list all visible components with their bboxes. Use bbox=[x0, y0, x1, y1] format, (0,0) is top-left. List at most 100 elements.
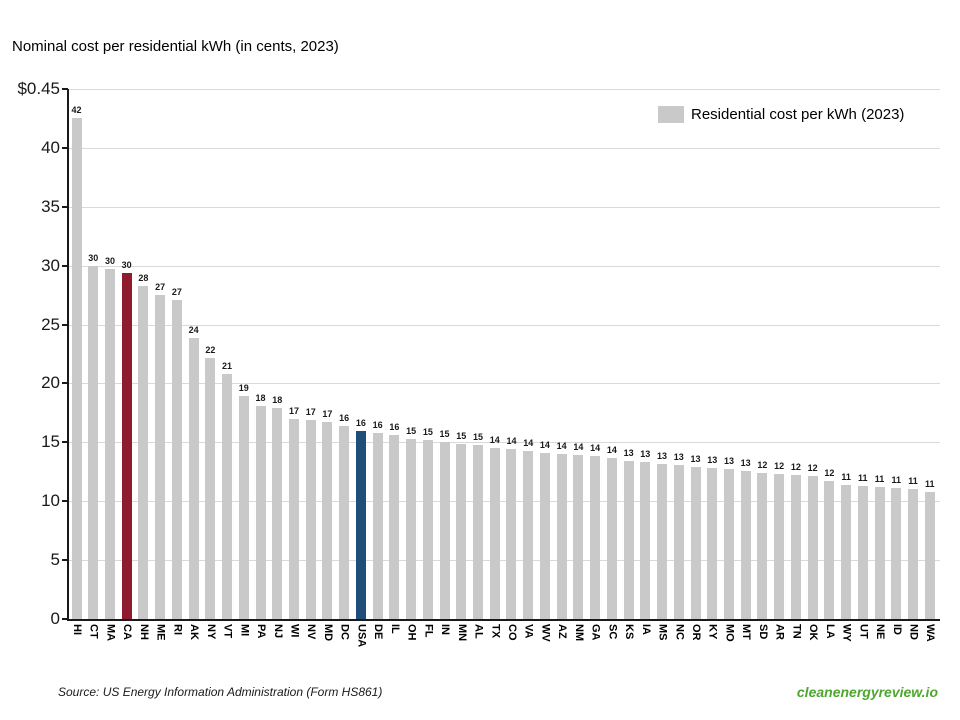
y-axis-tick-label: 15 bbox=[41, 432, 60, 452]
bar-ME bbox=[155, 295, 166, 619]
bar-value-label-RI: 27 bbox=[171, 286, 182, 297]
bar-value-label-LA: 12 bbox=[824, 468, 835, 479]
bar-DE bbox=[372, 432, 383, 619]
bar-value-label-NV: 17 bbox=[305, 406, 316, 417]
source-note: Source: US Energy Information Administra… bbox=[58, 685, 383, 699]
bar-value-label-OR: 13 bbox=[690, 454, 701, 465]
bar-RI bbox=[171, 299, 182, 619]
bar-NJ bbox=[272, 408, 283, 619]
y-axis-tick-label: 0 bbox=[50, 609, 60, 628]
y-axis-line bbox=[67, 89, 69, 619]
bar-WY bbox=[841, 484, 852, 619]
bar-value-label-MD: 17 bbox=[322, 409, 333, 420]
x-axis-label-AR: AR bbox=[773, 624, 786, 640]
bar-MD bbox=[322, 422, 333, 619]
x-axis-label-VA: VA bbox=[522, 624, 535, 639]
x-axis-label-NC: NC bbox=[673, 624, 686, 640]
x-axis-label-ID: ID bbox=[890, 624, 903, 635]
legend-label: Residential cost per kWh (2023) bbox=[691, 106, 905, 123]
bar-GA bbox=[590, 456, 601, 619]
y-axis-tick bbox=[62, 205, 68, 208]
watermark-link[interactable]: cleanenergyreview.io bbox=[796, 684, 938, 700]
bar-value-label-WI: 17 bbox=[288, 405, 299, 416]
x-axis-label-HI: HI bbox=[71, 624, 83, 635]
bar-TX bbox=[489, 448, 500, 619]
x-axis-label-OK: OK bbox=[807, 624, 820, 641]
y-axis-tick bbox=[62, 382, 68, 385]
x-axis-label-NJ: NJ bbox=[271, 624, 284, 639]
bar-value-label-OH: 15 bbox=[406, 425, 417, 436]
gridline bbox=[68, 89, 940, 90]
bar-value-label-UT: 11 bbox=[858, 472, 868, 483]
y-axis-tick bbox=[62, 441, 68, 444]
y-axis-tick bbox=[62, 146, 68, 149]
bar-value-label-MS: 13 bbox=[657, 450, 668, 461]
x-axis-label-MN: MN bbox=[455, 624, 468, 642]
bar-value-label-IN: 15 bbox=[439, 429, 450, 440]
x-axis-label-DE: DE bbox=[372, 624, 385, 640]
x-axis-label-WY: WY bbox=[840, 624, 853, 642]
bar-value-label-MN: 15 bbox=[456, 430, 467, 441]
bar-NE bbox=[874, 487, 885, 619]
bar-value-label-ND: 11 bbox=[908, 476, 918, 487]
bar-NV bbox=[305, 419, 316, 619]
bar-NY bbox=[205, 357, 216, 619]
bar-AK bbox=[188, 337, 199, 619]
x-axis-label-SC: SC bbox=[606, 624, 619, 640]
bar-USA bbox=[355, 430, 366, 619]
bar-HI bbox=[71, 118, 82, 619]
x-axis-label-WV: WV bbox=[539, 624, 552, 642]
bar-value-label-DC: 16 bbox=[339, 412, 350, 423]
x-axis-label-NM: NM bbox=[572, 624, 585, 642]
y-axis-tick bbox=[62, 559, 68, 562]
y-axis-tick bbox=[62, 323, 68, 326]
x-axis-label-VT: VT bbox=[221, 624, 234, 639]
bar-value-label-SD: 12 bbox=[757, 459, 768, 470]
gridline bbox=[68, 265, 940, 267]
x-axis-label-CT: CT bbox=[87, 624, 100, 639]
bar-WI bbox=[288, 418, 299, 619]
bar-MN bbox=[456, 443, 467, 619]
bar-MO bbox=[723, 469, 734, 619]
bar-FL bbox=[422, 439, 433, 619]
bar-DC bbox=[339, 425, 350, 619]
bar-KY bbox=[707, 468, 718, 619]
bar-OR bbox=[690, 467, 701, 619]
x-axis-label-MI: MI bbox=[238, 624, 251, 637]
bar-value-label-KY: 13 bbox=[707, 455, 718, 466]
bar-OK bbox=[807, 476, 818, 619]
bar-value-label-AR: 12 bbox=[774, 461, 785, 472]
bar-OH bbox=[406, 438, 417, 619]
bar-AL bbox=[473, 444, 484, 619]
gridline bbox=[68, 324, 940, 326]
x-axis-label-LA: LA bbox=[823, 624, 836, 639]
bar-CT bbox=[88, 265, 99, 619]
bar-value-label-IL: 16 bbox=[389, 422, 400, 433]
bar-value-label-ME: 27 bbox=[155, 282, 166, 293]
bar-IA bbox=[640, 462, 651, 619]
bar-value-label-MI: 19 bbox=[238, 383, 249, 394]
y-axis-tick-label: 20 bbox=[41, 373, 60, 393]
bar-value-label-WV: 14 bbox=[539, 439, 550, 450]
bar-value-label-CA: 30 bbox=[121, 259, 132, 270]
x-axis-label-ME: ME bbox=[154, 624, 167, 641]
legend-swatch bbox=[658, 106, 684, 123]
x-axis-label-AZ: AZ bbox=[556, 624, 569, 639]
y-axis-tick-label: 10 bbox=[41, 491, 60, 511]
x-axis-label-TX: TX bbox=[489, 624, 502, 639]
x-axis-label-ND: ND bbox=[907, 624, 920, 640]
x-axis-label-PA: PA bbox=[255, 624, 268, 639]
bar-value-label-MO: 13 bbox=[723, 456, 734, 467]
y-axis-tick-label: 25 bbox=[41, 314, 60, 334]
bar-WA bbox=[924, 491, 935, 619]
bar-value-label-AK: 24 bbox=[188, 324, 199, 335]
x-axis-label-AL: AL bbox=[472, 624, 485, 639]
x-axis-label-MD: MD bbox=[321, 624, 334, 642]
bar-value-label-NJ: 18 bbox=[272, 395, 283, 406]
x-axis-label-OR: OR bbox=[690, 624, 702, 641]
y-axis-tick-label: 30 bbox=[41, 255, 60, 275]
bar-value-label-AZ: 14 bbox=[556, 441, 567, 452]
bar-VT bbox=[222, 374, 233, 619]
x-axis-label-RI: RI bbox=[171, 624, 184, 635]
y-axis-tick bbox=[62, 88, 68, 90]
